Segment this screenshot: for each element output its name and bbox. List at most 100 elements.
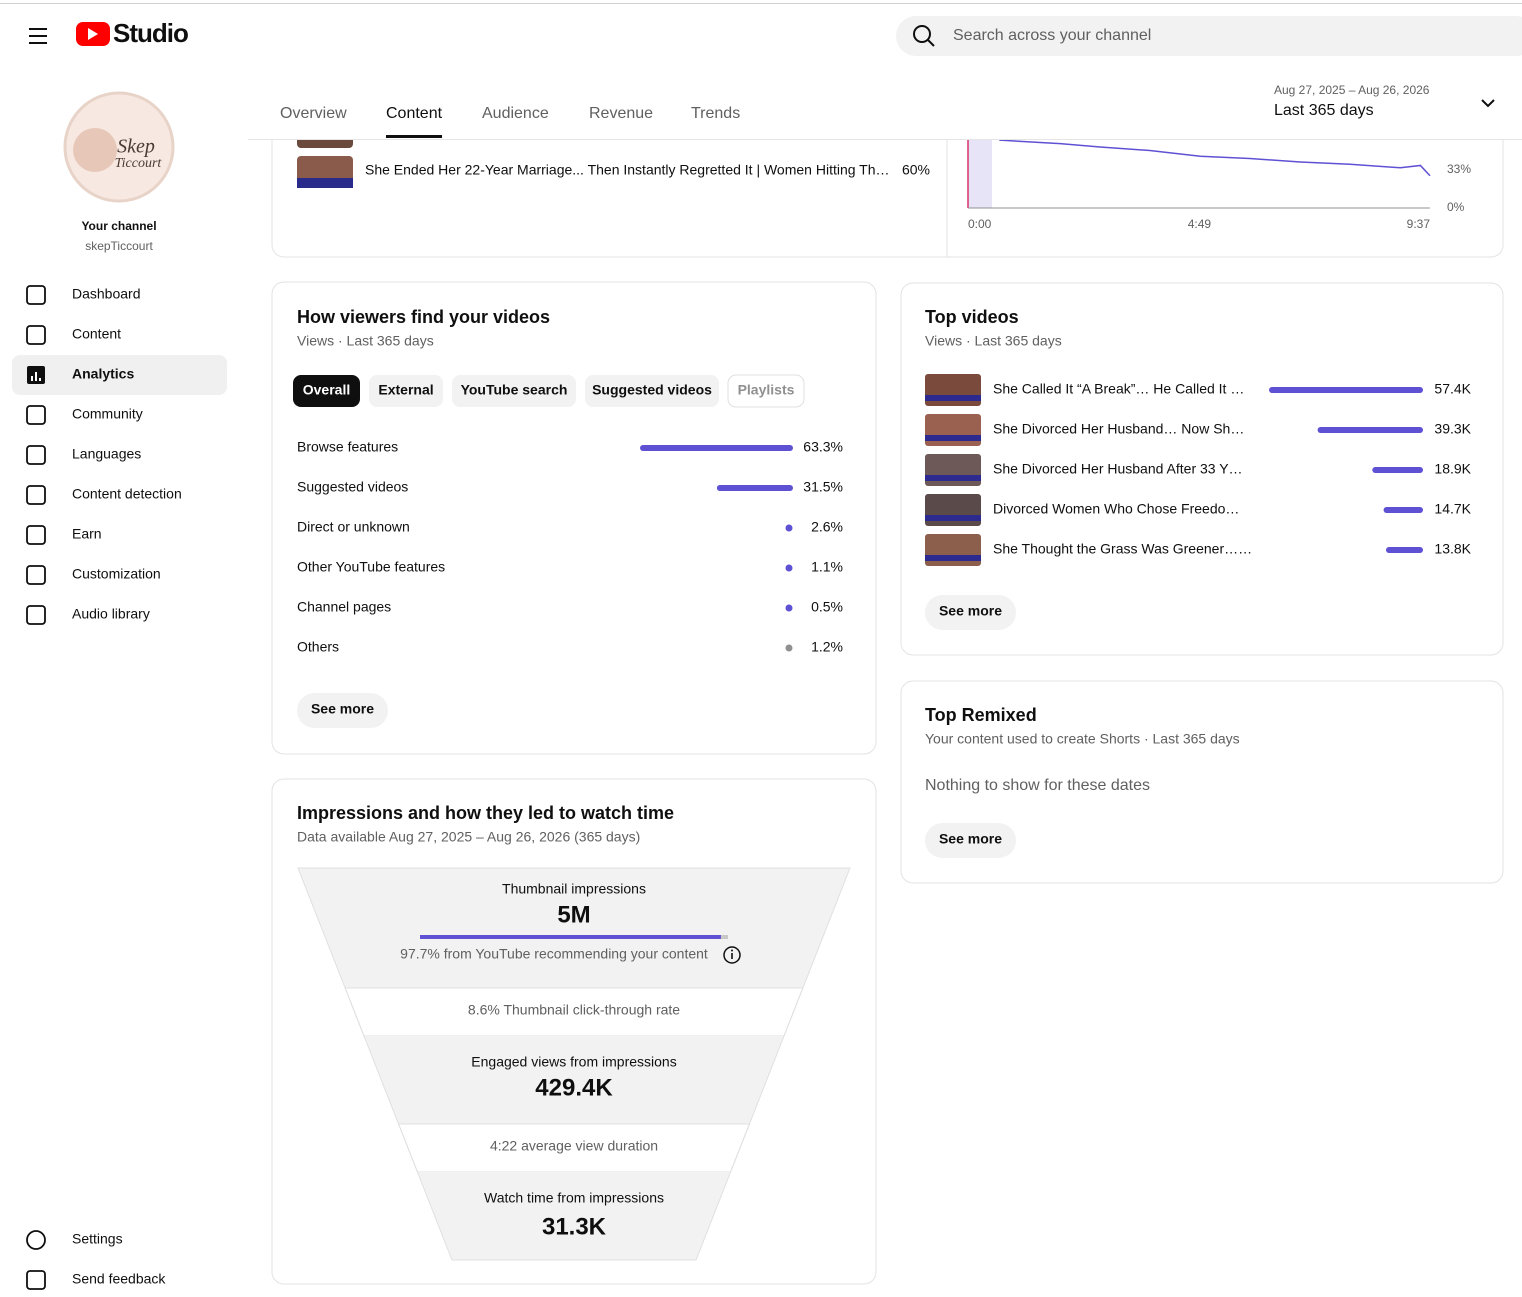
nav-item[interactable]: Languages bbox=[72, 446, 141, 462]
nav-icon bbox=[26, 1270, 46, 1290]
source-value: 1.1% bbox=[811, 559, 843, 575]
chip[interactable] bbox=[452, 375, 576, 407]
video-title[interactable]: She Divorced Her Husband After 33 Y… bbox=[993, 461, 1243, 477]
search-box[interactable] bbox=[896, 16, 1522, 56]
chip-label: YouTube search bbox=[461, 382, 568, 398]
source-value: 1.2% bbox=[811, 639, 843, 655]
nav-icon bbox=[26, 565, 46, 585]
video-value: 13.8K bbox=[1434, 541, 1471, 557]
tab[interactable]: Trends bbox=[691, 105, 740, 122]
source-name: Others bbox=[297, 639, 339, 655]
thumbnail-caption bbox=[925, 395, 981, 401]
funnel-note: 4:22 average view duration bbox=[490, 1138, 658, 1154]
video-value: 39.3K bbox=[1434, 421, 1471, 437]
see-more-label: See more bbox=[311, 701, 374, 717]
funnel-value: 31.3K bbox=[542, 1213, 607, 1240]
date-label: Last 365 days bbox=[1274, 102, 1374, 119]
video-title[interactable]: She Divorced Her Husband… Now Sh… bbox=[993, 421, 1244, 437]
video-bar bbox=[1385, 547, 1423, 553]
thumbnail-caption bbox=[925, 515, 981, 521]
y-tick-label: 0% bbox=[1447, 200, 1465, 214]
card-title: Impressions and how they led to watch ti… bbox=[297, 803, 674, 823]
nav-item[interactable]: Community bbox=[72, 406, 143, 422]
avatar-text: Skep bbox=[117, 136, 155, 158]
thumbnail bbox=[925, 534, 981, 566]
date-dropdown[interactable] bbox=[1481, 99, 1495, 108]
thumbnail bbox=[925, 494, 981, 526]
video-title: She Ended Her 22-Year Marriage... Then I… bbox=[365, 162, 890, 178]
date-range: Aug 27, 2025 – Aug 26, 2026 bbox=[1274, 83, 1430, 97]
nav-icon bbox=[26, 445, 46, 465]
intro-band bbox=[968, 130, 992, 208]
top-videos-card bbox=[900, 282, 1504, 656]
source-name: Direct or unknown bbox=[297, 519, 410, 535]
chip[interactable] bbox=[727, 374, 805, 408]
nav-item[interactable]: Earn bbox=[72, 526, 102, 542]
nav-item[interactable]: Customization bbox=[72, 566, 161, 582]
funnel-value: 5M bbox=[557, 901, 590, 928]
nav-item[interactable]: Content detection bbox=[72, 486, 182, 502]
funnel-stage bbox=[298, 868, 850, 988]
card-title: How viewers find your videos bbox=[297, 307, 550, 327]
funnel-label: Thumbnail impressions bbox=[502, 881, 646, 897]
channel-label: Your channel bbox=[81, 219, 156, 233]
menu-button[interactable] bbox=[29, 28, 47, 44]
nav-item[interactable]: Content bbox=[72, 326, 121, 342]
video-title[interactable]: Divorced Women Who Chose Freedo… bbox=[993, 501, 1239, 517]
x-tick-label: 0:00 bbox=[968, 217, 992, 231]
source-value: 0.5% bbox=[811, 599, 843, 615]
thumbnail-caption bbox=[925, 475, 981, 481]
retention-chart: 0:00 4:49 9:37 33% 0% bbox=[968, 140, 1471, 231]
tabs: Overview Content Audience Revenue Trends bbox=[280, 105, 740, 138]
nav-item[interactable]: Dashboard bbox=[72, 286, 141, 302]
nav-item[interactable]: Send feedback bbox=[72, 1271, 166, 1287]
see-more-button[interactable] bbox=[925, 823, 1016, 858]
nav-icon bbox=[26, 485, 46, 505]
source-value: 2.6% bbox=[811, 519, 843, 535]
video-title[interactable]: She Called It “A Break”… He Called It … bbox=[993, 381, 1244, 397]
nav: Dashboard Content Analytics Community Langua… bbox=[12, 285, 227, 1290]
nav-item[interactable]: Audio library bbox=[72, 606, 150, 622]
nav-icon-bar bbox=[35, 372, 37, 381]
chip[interactable] bbox=[585, 375, 719, 407]
see-more-button[interactable] bbox=[925, 595, 1016, 630]
video-bar bbox=[1383, 507, 1423, 513]
avatar-art bbox=[73, 128, 117, 172]
tab[interactable]: Overview bbox=[280, 105, 347, 122]
avatar[interactable] bbox=[63, 91, 175, 203]
card-subtitle: Views · Last 365 days bbox=[297, 333, 434, 349]
video-rows: She Called It “A Break”… He Called It … 5… bbox=[925, 374, 1472, 566]
see-more-label: See more bbox=[939, 603, 1002, 619]
tab[interactable]: Revenue bbox=[589, 105, 653, 122]
empty-state: Nothing to show for these dates bbox=[925, 777, 1150, 794]
video-bar bbox=[1269, 387, 1423, 393]
funnel-label: Watch time from impressions bbox=[484, 1190, 664, 1206]
tab[interactable]: Audience bbox=[482, 105, 549, 122]
card-subtitle: Views · Last 365 days bbox=[925, 333, 1062, 349]
source-dot bbox=[785, 644, 793, 652]
video-stat: 60% bbox=[902, 162, 930, 178]
video-title[interactable]: She Thought the Grass Was Greener…… bbox=[993, 541, 1252, 557]
source-name: Suggested videos bbox=[297, 479, 408, 495]
avatar-text: Ticcourt bbox=[115, 156, 163, 171]
chip[interactable] bbox=[369, 375, 443, 407]
see-more-button[interactable] bbox=[297, 693, 388, 728]
x-tick-label: 9:37 bbox=[1407, 217, 1431, 231]
source-name: Browse features bbox=[297, 439, 398, 455]
source-dot bbox=[785, 524, 793, 532]
source-name: Other YouTube features bbox=[297, 559, 445, 575]
funnel-note: 97.7% from YouTube recommending your con… bbox=[400, 946, 708, 962]
info-icon[interactable] bbox=[723, 946, 741, 964]
thumbnail-caption bbox=[925, 435, 981, 441]
nav-item[interactable]: Analytics bbox=[72, 366, 134, 382]
tab[interactable]: Content bbox=[386, 105, 443, 122]
search-icon bbox=[913, 25, 931, 43]
source-value: 63.3% bbox=[803, 439, 843, 455]
logo-play bbox=[88, 28, 98, 40]
nav-icon bbox=[26, 605, 46, 625]
funnel-stage bbox=[364, 1036, 784, 1124]
nav-item[interactable]: Settings bbox=[72, 1231, 123, 1247]
chip[interactable] bbox=[293, 375, 360, 407]
traffic-rows: Browse features 63.3% Suggested videos 31.5… bbox=[297, 439, 843, 655]
thumbnail bbox=[925, 374, 981, 406]
